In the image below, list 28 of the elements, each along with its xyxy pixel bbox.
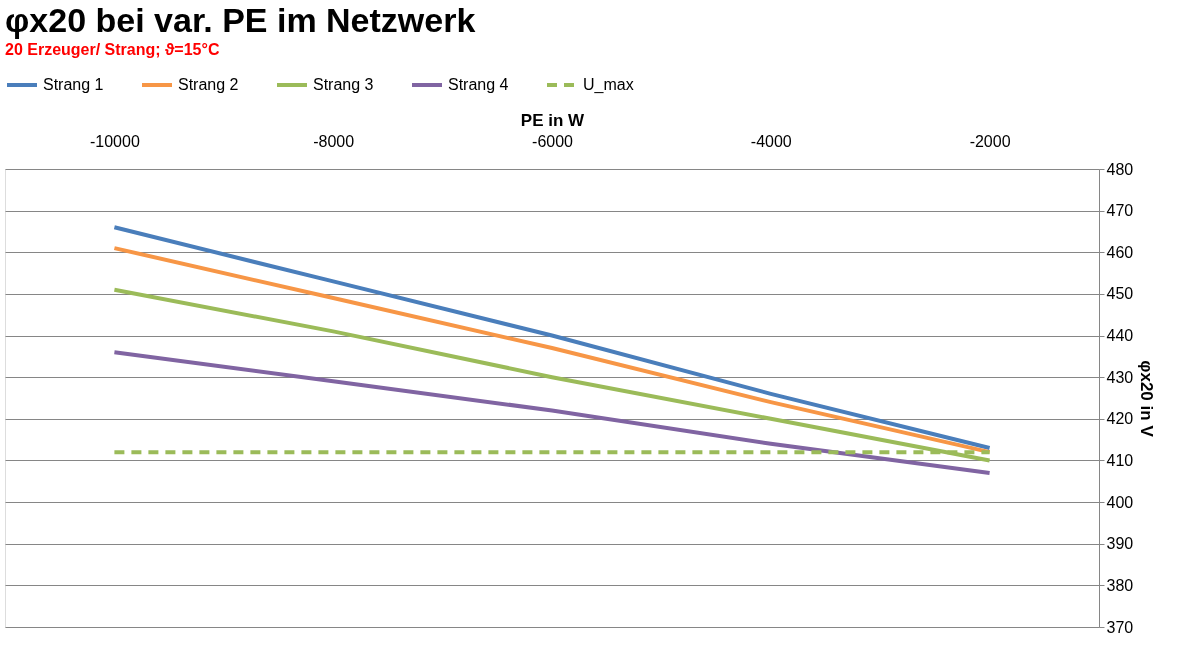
- y-tick-label: 410: [1106, 451, 1134, 469]
- legend-label: Strang 3: [313, 76, 374, 93]
- y-tick-label: 480: [1106, 160, 1134, 178]
- x-tick-label: -10000: [89, 132, 140, 150]
- x-tick-label: -6000: [532, 132, 574, 150]
- y-tick-label: 380: [1106, 576, 1134, 594]
- y-tick-label: 420: [1106, 410, 1134, 428]
- y-tick-label: 430: [1106, 368, 1134, 386]
- chart-title: φx20 bei var. PE im Netzwerk: [5, 1, 476, 39]
- x-tick-label: -4000: [750, 132, 792, 150]
- y-tick-label: 370: [1106, 618, 1134, 636]
- line-series: [112, 350, 992, 475]
- legend-label: Strang 2: [178, 76, 239, 93]
- x-axis-title: PE in W: [520, 110, 586, 130]
- chart-subtitle: 20 Erzeuger/ Strang; ϑ=15°C: [5, 41, 220, 58]
- y-tick-label: 400: [1106, 493, 1134, 511]
- y-tick-label: 450: [1106, 285, 1134, 303]
- y-axis-title: φx20 in V: [1137, 360, 1157, 438]
- y-tick-label: 470: [1106, 202, 1134, 220]
- y-tick-label: 440: [1106, 327, 1134, 345]
- y-tick-label: 390: [1106, 535, 1134, 553]
- y-tick-label: 460: [1106, 243, 1134, 261]
- legend-label: U_max: [583, 76, 634, 94]
- legend-label: Strang 4: [448, 76, 509, 93]
- line-series: [112, 287, 992, 463]
- x-tick-label: -8000: [313, 132, 355, 150]
- x-tick-label: -2000: [969, 132, 1011, 150]
- legend-label: Strang 1: [43, 76, 104, 93]
